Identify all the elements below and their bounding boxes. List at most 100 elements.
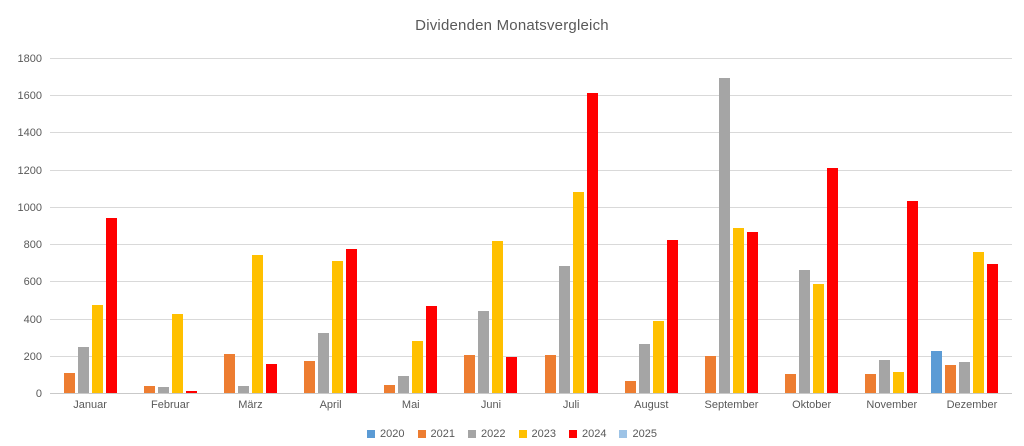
y-tick-label: 600 [23, 276, 42, 289]
chart-title: Dividenden Monatsvergleich [415, 17, 609, 34]
x-tick-label-juli: Juli [562, 399, 580, 411]
x-tick-label-januar: Januar [73, 399, 107, 411]
y-tick-label: 1200 [17, 164, 42, 177]
bar-group-februar [130, 58, 210, 393]
bar-2021-september [704, 355, 716, 393]
legend: 2020 2021 2022 2023 2024 2025 [0, 428, 1024, 440]
bar-2023-september [732, 228, 744, 393]
bar-groups [50, 58, 1012, 393]
x-axis-line [50, 393, 1012, 394]
bar-2024-juli [586, 93, 598, 393]
bar-2021-juni [464, 354, 476, 393]
bar-2024-november [907, 201, 919, 393]
bar-2023-august [652, 321, 664, 393]
bar-2024-märz [265, 364, 277, 393]
gridline [50, 169, 1012, 171]
x-tick-label-april: April [319, 399, 342, 411]
bar-group-märz [210, 58, 290, 393]
bar-group-november [852, 58, 932, 393]
bar-2021-februar [143, 385, 155, 393]
bar-group-april [291, 58, 371, 393]
bar-2022-november [879, 360, 891, 393]
legend-item-2024: 2024 [568, 428, 606, 440]
bar-2020-dezember [931, 351, 943, 393]
legend-label-2023: 2023 [531, 428, 556, 440]
bar-2021-mai [384, 384, 396, 393]
bar-2022-märz [237, 385, 249, 393]
plot-area [50, 58, 1012, 394]
bar-2022-juni [478, 311, 490, 393]
legend-label-2021: 2021 [430, 428, 456, 440]
x-tick-label-august: August [634, 399, 669, 411]
bar-2023-oktober [813, 284, 825, 393]
x-tick-label-märz: März [238, 399, 263, 411]
gridline [50, 318, 1012, 320]
gridline [50, 355, 1012, 357]
bar-group-juli [531, 58, 611, 393]
bar-group-mai [371, 58, 451, 393]
x-tick-label-dezember: Dezember [946, 399, 998, 411]
x-tick-label-september: September [704, 399, 759, 411]
legend-item-2025: 2025 [619, 428, 657, 440]
y-tick-label: 0 [35, 388, 42, 400]
bar-2021-oktober [785, 374, 797, 393]
bar-2024-september [746, 232, 758, 393]
legend-swatch-2021 [417, 430, 426, 438]
bar-2023-november [893, 371, 905, 393]
bar-2022-dezember [959, 362, 971, 393]
bar-2024-april [346, 248, 358, 393]
bar-group-juni [451, 58, 531, 393]
bar-2021-april [304, 361, 316, 393]
y-tick-label: 200 [23, 350, 42, 363]
bar-group-oktober [772, 58, 852, 393]
bar-2022-september [718, 78, 730, 393]
x-axis-labels: Januar Februar März April Mai Juni Juli August S… [50, 399, 1012, 411]
bar-2021-juli [544, 354, 556, 393]
bar-2021-januar [63, 372, 75, 393]
bar-group-september [691, 58, 771, 393]
bar-2022-august [638, 343, 650, 393]
bar-2021-november [865, 374, 877, 393]
x-tick-label-oktober: Oktober [792, 399, 832, 411]
bar-2024-februar [185, 391, 197, 393]
bar-group-august [611, 58, 691, 393]
y-tick-label: 1600 [17, 90, 42, 103]
bar-2024-oktober [827, 167, 839, 393]
y-tick-label: 400 [23, 313, 42, 326]
legend-swatch-2022 [468, 430, 477, 438]
gridline [50, 95, 1012, 97]
bar-2022-juli [558, 266, 570, 393]
bar-2024-august [666, 240, 678, 393]
legend-label-2020: 2020 [380, 428, 405, 440]
bar-2022-oktober [799, 270, 811, 393]
y-tick-label: 1000 [17, 201, 42, 214]
gridline [50, 244, 1012, 246]
legend-item-2021: 2021 [417, 428, 456, 440]
bar-2022-februar [157, 387, 169, 393]
bar-2024-dezember [987, 263, 999, 393]
legend-swatch-2025 [619, 430, 628, 438]
gridline [50, 132, 1012, 134]
legend-label-2022: 2022 [481, 428, 506, 440]
bar-2023-februar [171, 313, 183, 393]
bar-2024-juni [506, 356, 518, 393]
bar-group-januar [50, 58, 130, 393]
bar-2023-dezember [973, 251, 985, 393]
legend-item-2020: 2020 [367, 428, 405, 440]
bar-2023-mai [412, 340, 424, 393]
x-tick-label-februar: Februar [150, 399, 190, 411]
bar-group-dezember [931, 58, 1012, 393]
y-tick-label: 1800 [17, 53, 42, 65]
bar-2021-august [624, 380, 636, 393]
bar-2021-märz [223, 353, 235, 393]
legend-label-2025: 2025 [632, 428, 657, 440]
x-tick-label-november: November [866, 399, 918, 411]
bar-2024-mai [426, 305, 438, 393]
y-tick-label: 1400 [17, 127, 42, 140]
gridline [50, 281, 1012, 283]
bar-2022-januar [77, 347, 89, 393]
legend-swatch-2020 [367, 430, 376, 438]
legend-item-2022: 2022 [468, 428, 506, 440]
bar-2021-dezember [945, 365, 957, 393]
bar-2024-januar [105, 218, 117, 393]
